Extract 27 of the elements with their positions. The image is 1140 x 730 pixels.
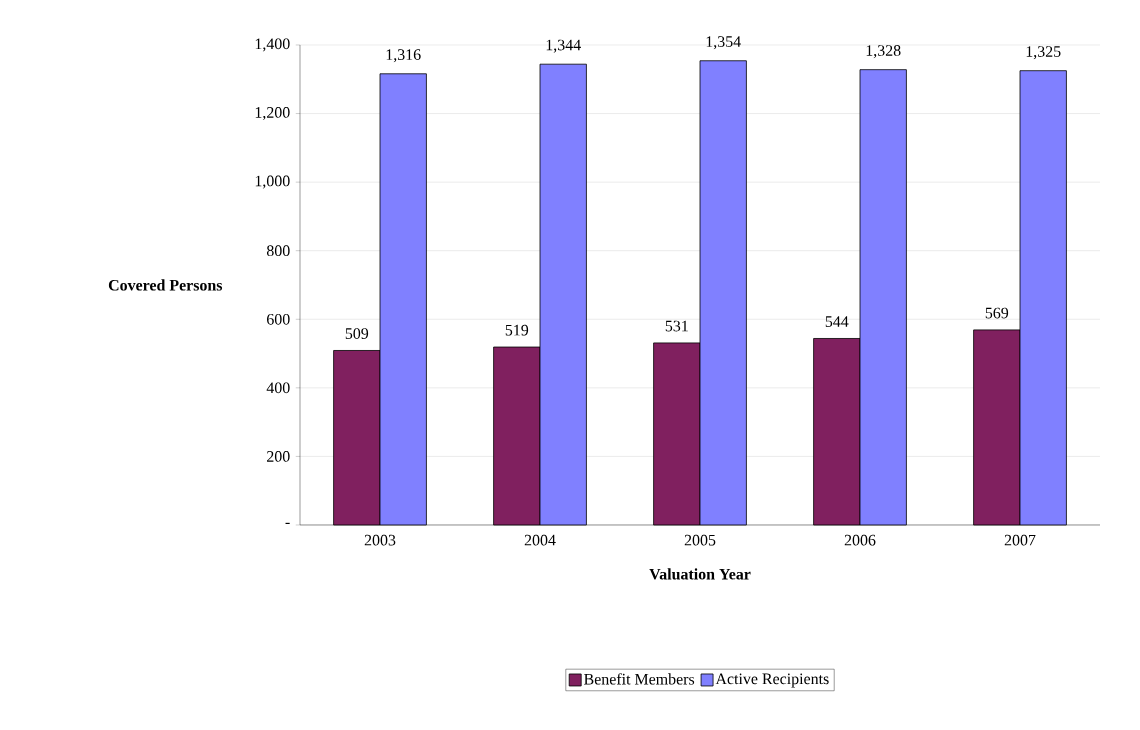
y-tick-label: 600: [267, 313, 290, 325]
data-label: 1,325: [1026, 46, 1061, 60]
data-label: 1,354: [706, 36, 741, 50]
data-label: 1,316: [386, 49, 421, 63]
data-label: 519: [505, 324, 529, 336]
x-tick-label: 2005: [684, 534, 716, 546]
y-tick-label: 800: [266, 245, 290, 257]
legend-label: Active Recipients: [715, 673, 829, 688]
x-tick-label: 2004: [524, 534, 556, 546]
data-label: 1,328: [866, 45, 901, 59]
data-label: 569: [985, 307, 1009, 319]
data-label: 509: [345, 328, 369, 339]
y-tick-label: 1,200: [255, 107, 290, 121]
x-axis-title: Valuation Year: [649, 568, 751, 580]
x-tick-label: 2007: [1004, 534, 1036, 546]
y-tick-label: 1,000: [255, 175, 290, 189]
legend-label: Benefit Members: [584, 673, 695, 685]
y-tick-label: 200: [267, 451, 290, 462]
data-label: 531: [665, 320, 688, 332]
data-label: 1,344: [546, 39, 581, 53]
y-tick-label: -: [285, 522, 290, 524]
x-tick-label: 2003: [364, 534, 396, 546]
x-tick-label: 2006: [844, 534, 876, 546]
y-tick-label: 1,400: [255, 38, 290, 52]
y-axis-title: Covered Persons: [108, 279, 223, 291]
data-label: 544: [825, 316, 849, 327]
y-tick-label: 400: [266, 382, 290, 394]
